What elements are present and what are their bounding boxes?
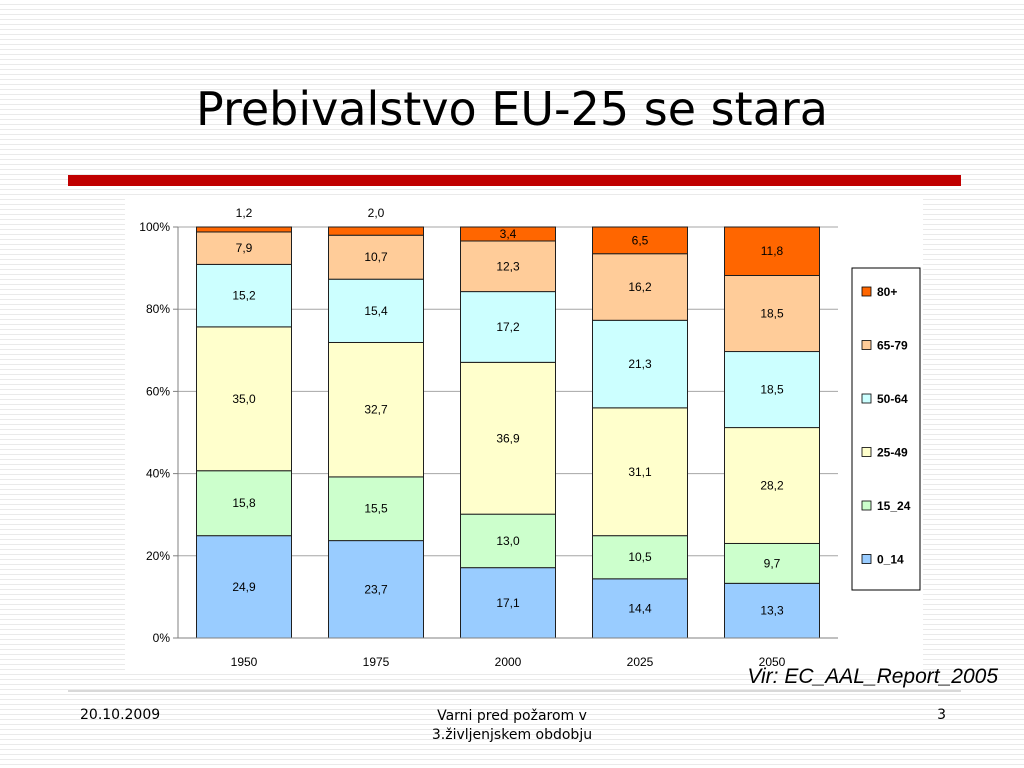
data-label: 24,9 — [232, 580, 256, 594]
data-label: 23,7 — [364, 582, 388, 596]
data-label: 15,5 — [364, 502, 388, 516]
y-tick-label: 20% — [146, 549, 170, 563]
data-label: 18,5 — [760, 383, 784, 397]
legend-swatch — [861, 286, 872, 297]
data-label: 15,2 — [232, 289, 256, 303]
bar-segment — [460, 567, 556, 639]
bar-segment — [592, 535, 688, 580]
y-tick-label: 0% — [153, 631, 171, 645]
bar-segment — [724, 427, 820, 544]
data-label: 7,9 — [236, 241, 253, 255]
bar-segment — [592, 319, 688, 409]
slide-title: Prebivalstvo EU-25 se stara — [196, 82, 828, 136]
data-label: 17,1 — [496, 596, 520, 610]
y-tick-label: 60% — [146, 384, 170, 398]
data-label: 15,8 — [232, 496, 256, 510]
bar-segment — [328, 234, 424, 280]
x-tick-label: 2050 — [759, 655, 786, 669]
data-label: 31,1 — [628, 465, 652, 479]
bar-segment — [724, 351, 820, 429]
bar-segment — [724, 226, 820, 276]
source-note: Vir: EC_AAL_Report_2005 — [747, 665, 998, 688]
legend-label: 80+ — [877, 285, 897, 299]
data-label: 6,5 — [632, 233, 649, 247]
x-tick-label: 1975 — [363, 655, 390, 669]
x-tick-label: 2025 — [627, 655, 654, 669]
bar-segment — [196, 326, 292, 472]
x-tick-label: 1950 — [231, 655, 258, 669]
bar-segment — [328, 278, 424, 343]
bar-segment — [196, 226, 292, 233]
chart-panel: 0% 20% 40% 60% 80% 100% 24,9 15,8 35,0 15,2 7,9 1,2… — [125, 196, 923, 674]
data-label: 10,7 — [364, 250, 388, 264]
legend-swatch — [861, 554, 872, 564]
data-label: 18,5 — [760, 307, 784, 321]
bar-segment — [724, 274, 820, 353]
data-label: 2,0 — [368, 206, 385, 220]
bar-segment — [460, 513, 556, 569]
data-label: 16,2 — [628, 280, 652, 294]
legend-label: 0_14 — [877, 553, 904, 567]
footer-title-line-1: Varni pred požarom v — [437, 708, 587, 724]
data-label: 1,2 — [236, 206, 253, 220]
data-label: 10,5 — [628, 550, 652, 564]
data-label: 15,4 — [364, 304, 388, 318]
y-tick-label: 100% — [139, 220, 170, 234]
footer-title-line-2: 3.življenjskem obdobju — [431, 727, 593, 743]
legend-swatch — [861, 393, 872, 404]
bar-segment — [328, 226, 424, 236]
data-label: 3,4 — [500, 227, 517, 241]
bar-segment — [460, 226, 556, 242]
legend-label: 50-64 — [877, 392, 908, 406]
data-label: 32,7 — [364, 403, 388, 417]
bar-segment — [592, 578, 688, 639]
data-label: 14,4 — [628, 601, 652, 615]
bar-segment — [196, 263, 292, 328]
data-label: 9,7 — [764, 556, 781, 570]
data-label: 13,3 — [760, 604, 784, 618]
bar-segment — [592, 226, 688, 255]
bar-segment — [196, 470, 292, 537]
data-label: 12,3 — [496, 259, 520, 273]
stacked-bar-chart: 0% 20% 40% 60% 80% 100% 24,9 15,8 35,0 15,2 7,9 1,2… — [139, 206, 921, 669]
bar-segment — [460, 361, 556, 515]
data-label: 28,2 — [760, 479, 784, 493]
legend-box — [851, 267, 921, 591]
data-label: 17,2 — [496, 320, 520, 334]
page-number: 3 — [937, 707, 946, 723]
bar-segment — [328, 341, 424, 478]
y-tick-label: 40% — [146, 467, 170, 481]
data-label: 35,0 — [232, 392, 256, 406]
data-label: 11,8 — [761, 244, 784, 258]
legend-label: 15_24 — [877, 499, 911, 513]
legend-swatch — [861, 500, 872, 511]
bar-segment — [592, 407, 688, 537]
bar-segment — [196, 231, 292, 265]
bar-segment — [460, 240, 556, 293]
data-label: 13,0 — [496, 534, 520, 548]
footer-title: Varni pred požarom v 3.življenjskem obdo… — [362, 707, 662, 745]
legend-swatch — [861, 447, 872, 457]
title-underline — [68, 175, 961, 186]
bar-segment — [196, 535, 292, 639]
x-tick-label: 2000 — [495, 655, 522, 669]
bar-segment — [724, 542, 820, 584]
legend-label: 25-49 — [877, 446, 908, 460]
footer-divider — [68, 690, 961, 692]
data-label: 21,3 — [628, 357, 652, 371]
legend-label: 65-79 — [877, 339, 908, 353]
data-label: 36,9 — [496, 431, 520, 445]
bar-segment — [592, 253, 688, 321]
y-tick-label: 80% — [146, 302, 170, 316]
footer-date: 20.10.2009 — [80, 707, 161, 723]
legend-swatch — [861, 340, 872, 350]
